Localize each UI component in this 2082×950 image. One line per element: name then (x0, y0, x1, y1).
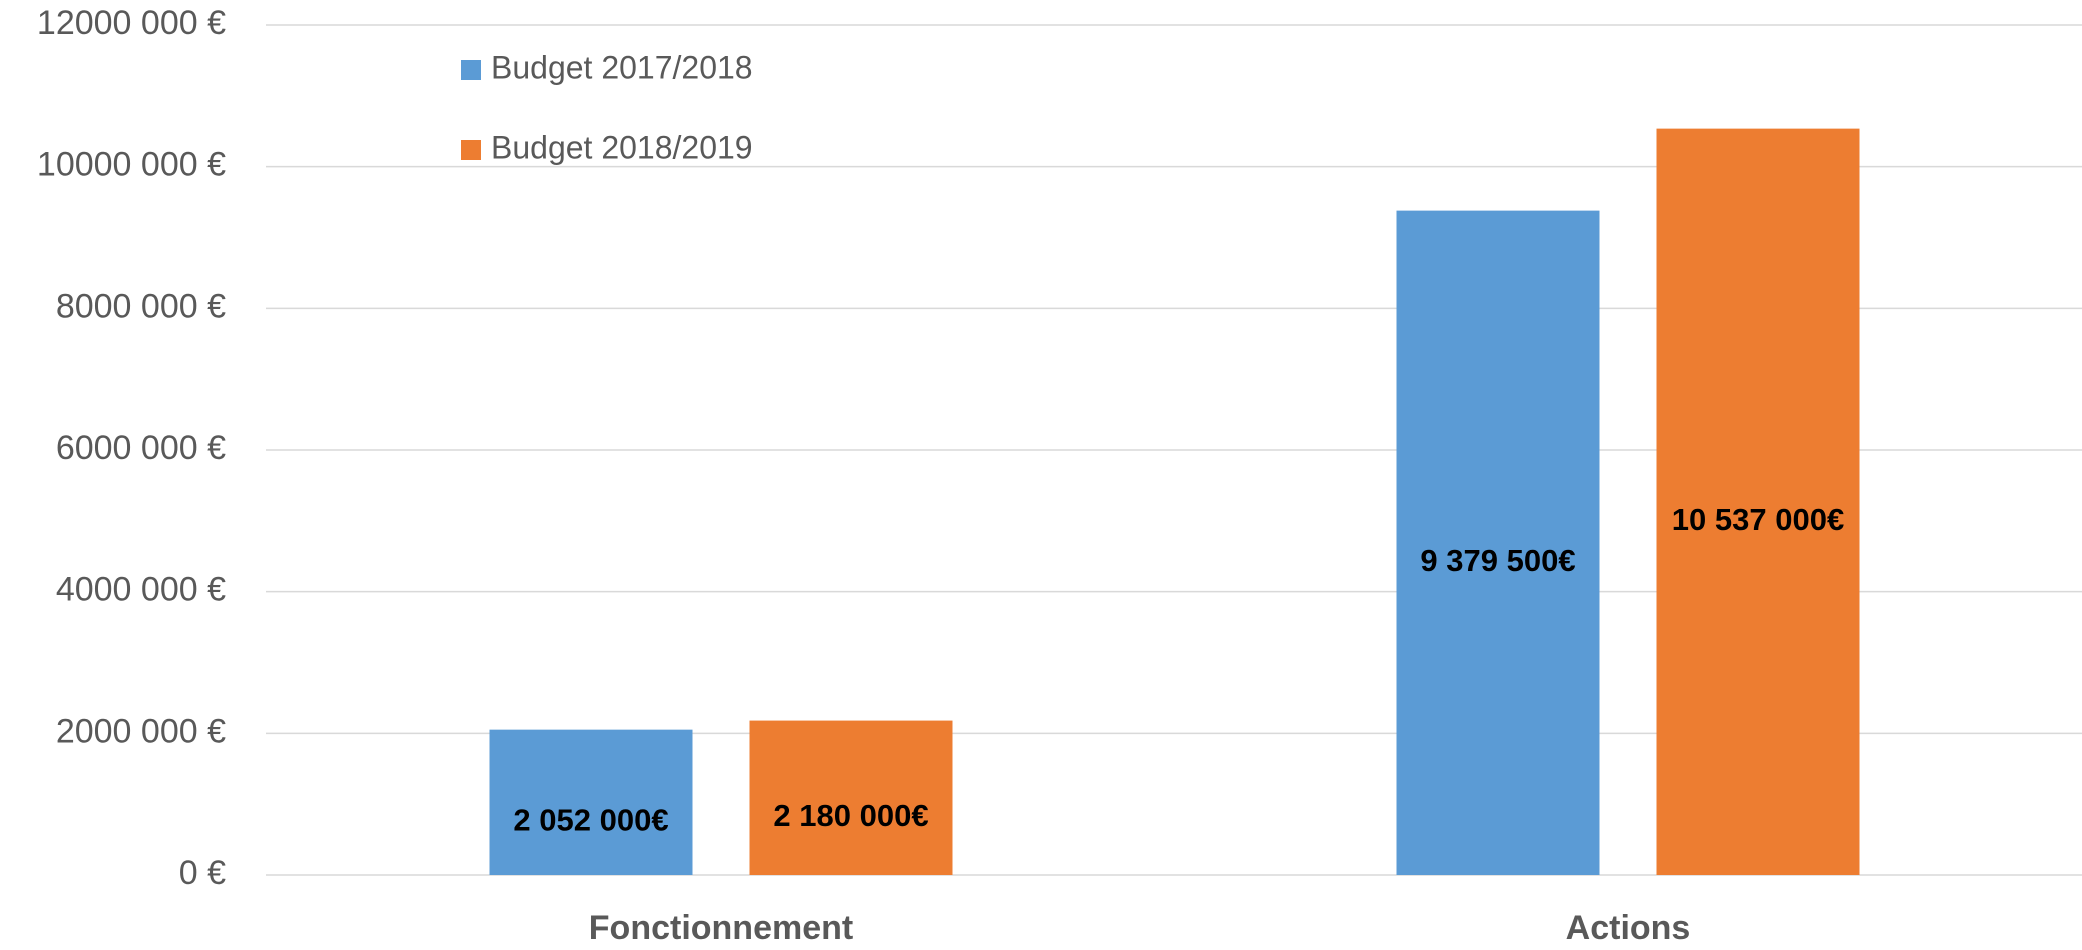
y-tick-label: 8000 000 € (56, 287, 226, 325)
value-label: 2 052 000€ (513, 803, 668, 838)
legend-label: Budget 2017/2018 (491, 49, 753, 85)
legend-swatch (461, 60, 481, 80)
y-tick-label: 2000 000 € (56, 712, 226, 750)
y-tick-label: 4000 000 € (56, 571, 226, 609)
bar (1656, 128, 1860, 876)
value-label: 10 537 000€ (1672, 502, 1844, 537)
value-label: 2 180 000€ (773, 798, 928, 833)
y-tick-label: 6000 000 € (56, 429, 226, 467)
x-tick-label: Actions (1566, 909, 1691, 947)
bar (489, 729, 693, 875)
x-tick-label: Fonctionnement (589, 909, 853, 947)
y-tick-label: 12000 000 € (37, 4, 226, 42)
legend-swatch (461, 140, 481, 160)
bar (749, 720, 953, 875)
y-tick-label: 10000 000 € (37, 146, 226, 184)
legend-label: Budget 2018/2019 (491, 129, 753, 165)
value-label: 9 379 500€ (1420, 543, 1575, 578)
bar (1396, 210, 1600, 875)
y-tick-label: 0 € (179, 854, 226, 892)
